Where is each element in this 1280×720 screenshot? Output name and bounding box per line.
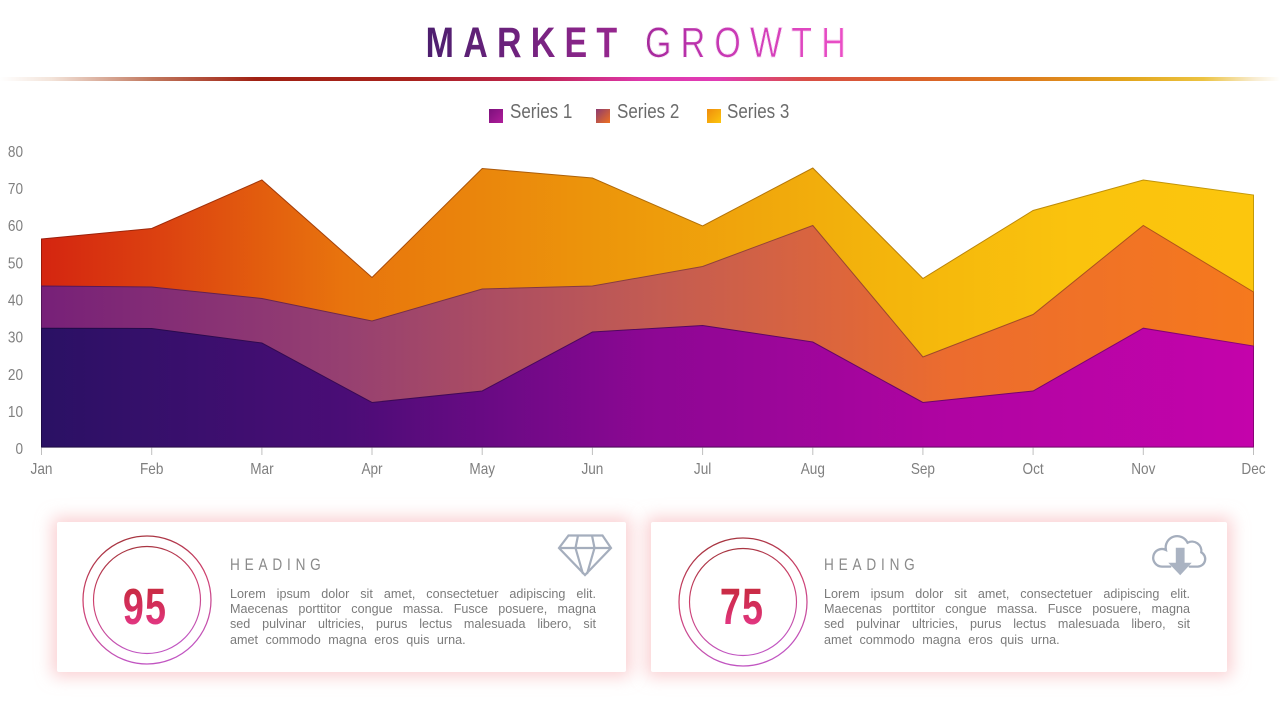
svg-text:Aug: Aug bbox=[801, 461, 825, 478]
svg-text:Nov: Nov bbox=[1131, 461, 1156, 478]
svg-text:40: 40 bbox=[8, 293, 23, 310]
svg-text:Sep: Sep bbox=[911, 461, 935, 478]
svg-text:May: May bbox=[469, 461, 495, 478]
svg-text:Jul: Jul bbox=[694, 461, 711, 478]
svg-text:10: 10 bbox=[8, 404, 23, 421]
svg-text:80: 80 bbox=[8, 144, 23, 161]
svg-text:60: 60 bbox=[8, 218, 23, 235]
svg-text:Jan: Jan bbox=[31, 461, 53, 478]
svg-text:Dec: Dec bbox=[1241, 461, 1266, 478]
svg-text:Feb: Feb bbox=[140, 461, 163, 478]
svg-text:70: 70 bbox=[8, 181, 23, 198]
svg-text:50: 50 bbox=[8, 255, 23, 272]
svg-text:Mar: Mar bbox=[250, 461, 273, 478]
svg-text:30: 30 bbox=[8, 330, 23, 347]
svg-text:Oct: Oct bbox=[1023, 461, 1045, 478]
svg-text:20: 20 bbox=[8, 367, 23, 384]
svg-text:0: 0 bbox=[15, 441, 23, 458]
svg-text:Apr: Apr bbox=[361, 461, 382, 478]
svg-text:Jun: Jun bbox=[581, 461, 603, 478]
